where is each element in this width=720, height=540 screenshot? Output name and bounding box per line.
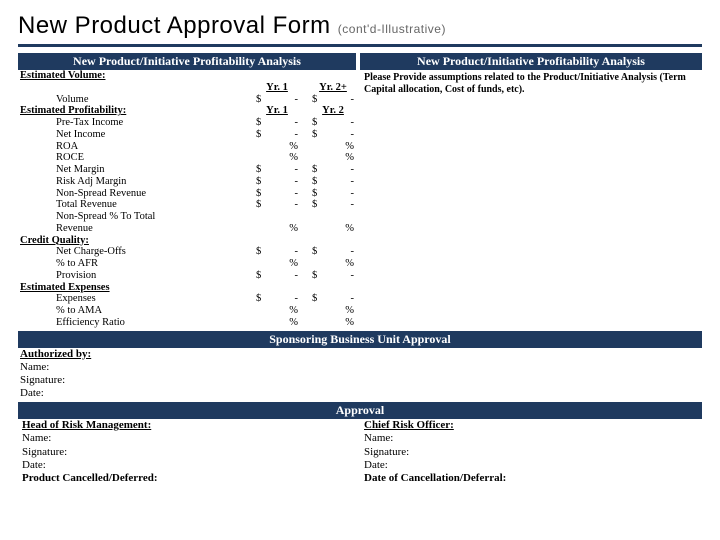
fr-sig: Signature: <box>362 446 700 459</box>
fl-date: Date: <box>20 459 358 472</box>
col-hdr-yr2: Yr. 2+ <box>310 82 356 94</box>
row-est-volume: Estimated Volume: <box>18 70 254 82</box>
sponsor-bar: Sponsoring Business Unit Approval <box>18 331 702 348</box>
fl-sig: Signature: <box>20 446 358 459</box>
col-hdr-yr2b: Yr. 2 <box>310 105 356 117</box>
assumptions-note: Please Provide assumptions related to th… <box>360 70 702 97</box>
page-title: New Product Approval Form (cont'd-Illust… <box>18 12 702 40</box>
chief-risk: Chief Risk Officer: <box>362 419 700 432</box>
row-totalrev: Total Revenue <box>18 199 254 211</box>
authorized-block: Authorized by: Name: Signature: Date: <box>18 348 702 401</box>
row-nonspread: Non-Spread Revenue <box>18 188 254 200</box>
fr-date: Date: <box>362 459 700 472</box>
row-roa: ROA <box>18 141 254 153</box>
row-nspct1: Non-Spread % To Total <box>18 211 254 223</box>
approval-bar: Approval <box>18 402 702 419</box>
title-main: New Product Approval Form <box>18 12 331 39</box>
auth-name: Name: <box>18 361 702 374</box>
final-right: Chief Risk Officer: Name: Signature: Dat… <box>360 419 702 485</box>
row-pretax: Pre-Tax Income <box>18 117 254 129</box>
row-estexp: Estimated Expenses <box>18 282 254 294</box>
row-expenses: Expenses <box>18 293 254 305</box>
row-volume: Volume <box>18 94 254 106</box>
title-rule <box>18 44 702 47</box>
row-provision: Provision <box>18 270 254 282</box>
row-pctama: % to AMA <box>18 305 254 317</box>
title-sub: (cont'd-Illustrative) <box>338 22 446 36</box>
auth-sig: Signature: <box>18 374 702 387</box>
row-nco: Net Charge-Offs <box>18 246 254 258</box>
col-hdr-yr1: Yr. 1 <box>254 82 300 94</box>
auth-by: Authorized by: <box>18 348 702 361</box>
auth-date: Date: <box>18 387 702 400</box>
row-riskadj: Risk Adj Margin <box>18 176 254 188</box>
fr-name: Name: <box>362 432 700 445</box>
row-netinc: Net Income <box>18 129 254 141</box>
col-hdr-yr1b: Yr. 1 <box>254 105 300 117</box>
row-roce: ROCE <box>18 152 254 164</box>
left-section-bar: New Product/Initiative Profitability Ana… <box>18 53 356 70</box>
row-est-prof: Estimated Profitability: <box>18 105 254 117</box>
row-effratio: Efficiency Ratio <box>18 317 254 329</box>
row-pctafr: % to AFR <box>18 258 254 270</box>
cancel-date: Date of Cancellation/Deferral: <box>362 472 700 485</box>
final-approval-block: Head of Risk Management: Name: Signature… <box>18 419 702 485</box>
row-nspct2: Revenue <box>18 223 254 235</box>
row-credit: Credit Quality: <box>18 235 254 247</box>
fl-name: Name: <box>20 432 358 445</box>
row-netmargin: Net Margin <box>18 164 254 176</box>
financial-table: Estimated Volume: Yr. 1 Yr. 2+ Volume $-… <box>18 70 356 329</box>
right-section-bar: New Product/Initiative Profitability Ana… <box>360 53 702 70</box>
head-risk: Head of Risk Management: <box>20 419 358 432</box>
final-left: Head of Risk Management: Name: Signature… <box>18 419 360 485</box>
product-cancelled: Product Cancelled/Deferred: <box>20 472 358 485</box>
